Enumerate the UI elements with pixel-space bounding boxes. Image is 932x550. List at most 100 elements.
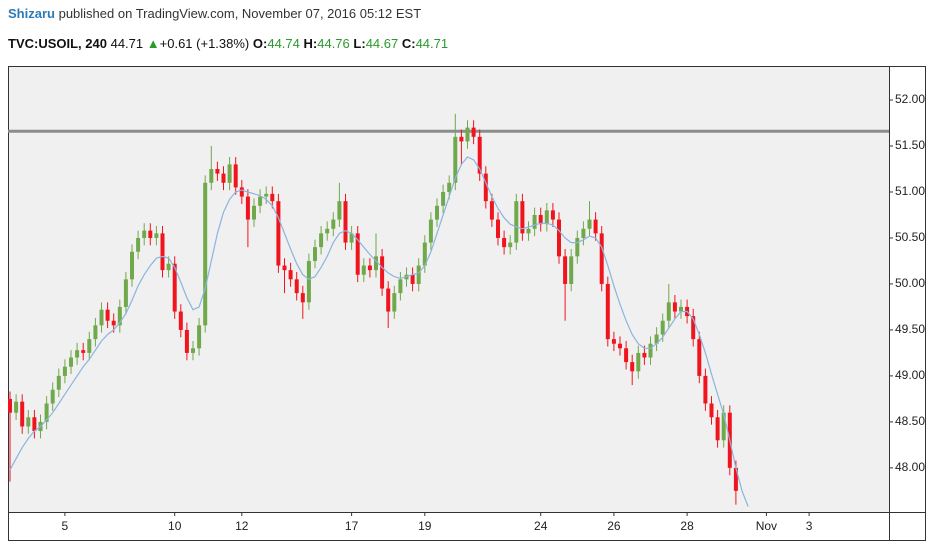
candle-body xyxy=(642,352,647,358)
candle-body xyxy=(386,288,391,312)
x-tick-label: 5 xyxy=(62,519,69,533)
candle-body xyxy=(331,219,336,229)
candle-body xyxy=(14,401,19,413)
candle-body xyxy=(160,233,165,271)
candle-body xyxy=(270,193,275,202)
candle-body xyxy=(184,329,189,353)
h-label: H: xyxy=(303,36,318,51)
candle-body xyxy=(459,136,464,142)
candle-body xyxy=(483,173,488,202)
candle-body xyxy=(252,205,256,220)
candle-body xyxy=(563,256,568,284)
candle-body xyxy=(550,210,555,220)
y-tick-label: 50.50 xyxy=(895,230,925,244)
candle-body xyxy=(50,389,55,404)
candle-body xyxy=(593,219,598,234)
candle-body xyxy=(532,214,537,229)
candle-body xyxy=(215,168,220,174)
candle-body xyxy=(392,293,397,312)
y-tick-label: 51.50 xyxy=(895,138,925,152)
o-label: O: xyxy=(252,36,268,51)
candle-body xyxy=(337,201,342,220)
symbol: TVC:USOIL, 240 xyxy=(8,36,107,51)
candle-body xyxy=(99,309,104,326)
candle-body xyxy=(319,233,324,248)
x-tick-label: 24 xyxy=(534,519,548,533)
header-line-2: TVC:USOIL, 240 44.71 ▲+0.61 (+1.38%) O: 4… xyxy=(8,36,448,51)
candle-body xyxy=(172,263,177,312)
last-price: 44.71 xyxy=(110,36,144,51)
x-tick-label: 28 xyxy=(680,519,694,533)
candle-body xyxy=(313,247,317,261)
candle-body xyxy=(136,237,141,252)
candle-body xyxy=(349,233,354,243)
candle-body xyxy=(105,309,110,321)
candle-body xyxy=(654,334,659,344)
candle-body xyxy=(715,417,720,441)
candle-body xyxy=(117,306,122,326)
candle-body xyxy=(81,350,86,353)
candle-body xyxy=(306,260,311,303)
candle-body xyxy=(300,293,305,303)
candle-body xyxy=(197,325,202,349)
y-tick-label: 49.00 xyxy=(895,368,925,382)
candle-body xyxy=(239,187,244,197)
candle-body xyxy=(611,339,616,344)
candle-body xyxy=(233,164,238,188)
candle-body xyxy=(282,265,287,271)
candle-body xyxy=(703,375,708,404)
candle-body xyxy=(111,320,116,326)
candle-body xyxy=(721,412,726,441)
y-tick-label: 51.00 xyxy=(895,184,925,198)
candle-body xyxy=(502,237,507,248)
candle-body xyxy=(630,362,635,372)
candle-body xyxy=(361,265,366,275)
candle-body xyxy=(123,279,128,307)
candle-body xyxy=(465,127,470,142)
arrow: ▲ xyxy=(146,36,160,51)
candle-body xyxy=(258,196,263,206)
candle-body xyxy=(221,173,226,183)
y-tick-label: 48.50 xyxy=(895,414,925,428)
x-tick-label: Nov xyxy=(756,519,777,533)
candle-body xyxy=(660,320,665,335)
candle-body xyxy=(264,193,269,197)
candle-body xyxy=(8,398,12,413)
candle-body xyxy=(380,256,385,289)
candle-body xyxy=(520,201,525,234)
candle-body xyxy=(581,228,586,238)
candle-body xyxy=(416,265,421,284)
y-tick-label: 52.00 xyxy=(895,92,925,106)
candle-body xyxy=(477,136,482,174)
candle-body xyxy=(343,201,348,243)
candle-body xyxy=(557,219,561,257)
candle-body xyxy=(398,279,403,294)
author[interactable]: Shizaru xyxy=(8,6,55,21)
candle-body xyxy=(26,417,31,427)
y-tick-label: 48.00 xyxy=(895,460,925,474)
candle-body xyxy=(435,205,439,220)
candle-body xyxy=(62,366,67,376)
x-tick-label: 26 xyxy=(607,519,621,533)
candle-body xyxy=(203,182,208,326)
candle-body xyxy=(325,228,330,234)
change: +0.61 (+1.38%) xyxy=(159,36,250,51)
candle-body xyxy=(691,316,696,340)
candle-body xyxy=(496,219,500,238)
x-tick-label: 10 xyxy=(168,519,182,533)
candle-body xyxy=(569,256,574,284)
candle-body xyxy=(56,375,61,390)
candle-body xyxy=(20,401,25,427)
c-value: 44.71 xyxy=(415,36,449,51)
candle-body xyxy=(209,168,214,183)
y-tick-label: 49.50 xyxy=(895,322,925,336)
candle-body xyxy=(599,233,604,284)
frame xyxy=(8,66,926,541)
candle-body xyxy=(355,233,360,275)
candle-body xyxy=(636,352,641,372)
candle-body xyxy=(93,325,98,340)
candle-body xyxy=(441,191,446,206)
moving-average xyxy=(9,156,749,507)
